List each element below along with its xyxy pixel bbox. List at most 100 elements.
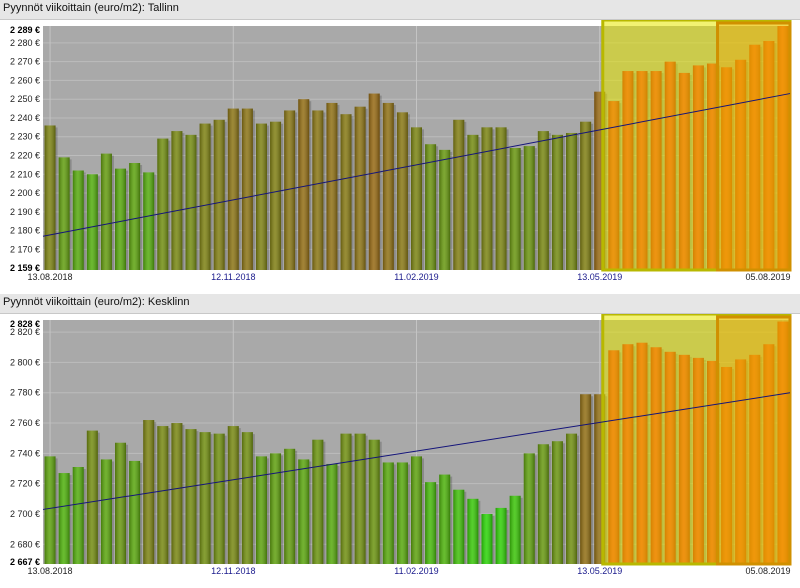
bar-shade — [129, 163, 141, 270]
y-tick-label: 2 720 € — [10, 479, 40, 489]
chart-panel-kesklinn: Pyynnöt viikoittain (euro/m2): Kesklinn … — [0, 294, 800, 588]
y-min-label: 2 667 € — [10, 557, 40, 567]
bar-shade — [86, 430, 98, 564]
y-tick-label: 2 740 € — [10, 448, 40, 458]
x-tick-label: 05.08.2019 — [745, 272, 790, 282]
bar-shade — [255, 123, 267, 270]
bar-shade — [453, 489, 465, 564]
chart-title: Pyynnöt viikoittain (euro/m2): Kesklinn — [0, 294, 800, 314]
y-tick-label: 2 680 € — [10, 539, 40, 549]
bar-shade — [270, 453, 282, 564]
bar-chart-kesklinn: 2 680 € 2 700 € 2 720 € 2 740 € 2 760 € 2 780… — [10, 314, 792, 576]
x-tick-label: 11.02.2019 — [394, 272, 438, 282]
bar-shade — [411, 127, 422, 270]
x-tick-label: 13.05.2019 — [577, 566, 622, 576]
highlight-range-recent — [716, 21, 792, 272]
bar-shade — [157, 138, 169, 270]
y-tick-label: 2 250 € — [10, 94, 40, 104]
bar-shade — [509, 495, 521, 564]
y-tick-label: 2 210 € — [10, 169, 40, 179]
bar-shade — [72, 467, 84, 564]
bar-shade — [298, 459, 310, 564]
bar-shade — [298, 99, 310, 270]
bar-shade — [143, 420, 155, 564]
bar-shade — [213, 433, 225, 564]
bar-shade — [44, 125, 56, 270]
bar-shade — [115, 168, 127, 270]
bar-shade — [227, 108, 239, 270]
bar-shade — [354, 106, 366, 270]
x-tick-label: 13.08.2018 — [28, 566, 73, 576]
trend-line — [42, 392, 791, 510]
bar-shade — [44, 456, 56, 564]
bar-shade — [199, 123, 211, 270]
bar-shade — [86, 174, 98, 270]
x-tick-label: 13.05.2019 — [577, 272, 622, 282]
bar-shade — [354, 433, 366, 564]
y-tick-label: 2 270 € — [10, 57, 40, 67]
bar-shade — [467, 134, 479, 270]
bar-shade — [594, 91, 606, 270]
bar-shade — [439, 149, 451, 270]
bar-shade — [453, 119, 465, 270]
bar-shade — [171, 423, 183, 564]
y-tick-label: 2 700 € — [10, 509, 40, 519]
bar-shade — [580, 121, 592, 270]
bar-shade — [467, 498, 479, 564]
y-tick-label: 2 180 € — [10, 226, 40, 236]
bar-shade — [537, 131, 549, 270]
y-tick-label: 2 280 € — [10, 38, 40, 48]
bar-shade — [312, 439, 324, 564]
bar-shade — [495, 507, 507, 564]
bar-shade — [100, 459, 112, 564]
x-tick-label: 12.11.2018 — [211, 272, 255, 282]
bar-shade — [213, 119, 225, 270]
bar-shade — [157, 426, 169, 564]
bar-shade — [340, 114, 352, 270]
bar-shade — [312, 110, 324, 270]
y-tick-label: 2 820 € — [10, 327, 40, 337]
bar-shade — [396, 462, 408, 564]
bar-shade — [481, 513, 493, 564]
chart-panel-tallinn: Pyynnöt viikoittain (euro/m2): Tallinn 2… — [0, 0, 800, 282]
bar-shade — [326, 102, 338, 270]
bar-shade — [551, 134, 563, 270]
bar-shade — [566, 433, 578, 564]
bar-shade — [368, 93, 380, 270]
bar-shade — [143, 172, 155, 270]
bar-shade — [340, 433, 352, 564]
bar-shade — [523, 453, 535, 564]
bar-shade — [171, 131, 183, 270]
bar-shade — [495, 127, 507, 270]
bar-shade — [537, 444, 549, 564]
bar-shade — [284, 448, 296, 564]
highlight-range — [601, 314, 792, 566]
y-tick-label: 2 190 € — [10, 207, 40, 217]
y-tick-label: 2 260 € — [10, 75, 40, 85]
bar-shade — [382, 462, 394, 564]
y-tick-label: 2 200 € — [10, 188, 40, 198]
y-max-label: 2 828 € — [10, 319, 40, 329]
bar-shade — [270, 121, 282, 270]
bar-shade — [580, 394, 592, 564]
bar-shade — [129, 460, 141, 564]
bar-shade — [284, 110, 296, 270]
y-tick-label: 2 170 € — [10, 244, 40, 254]
bar-shade — [509, 148, 521, 270]
bar-shade — [72, 170, 84, 270]
x-tick-label: 05.08.2019 — [745, 566, 790, 576]
bar-shade — [58, 157, 70, 270]
x-tick-label: 13.08.2018 — [28, 272, 73, 282]
y-tick-label: 2 760 € — [10, 418, 40, 428]
bar-shade — [551, 441, 563, 564]
bar-shade — [594, 394, 606, 564]
bar-shade — [382, 102, 394, 270]
bar-shade — [58, 473, 70, 564]
y-max-label: 2 289 € — [10, 25, 40, 35]
bar-shade — [241, 432, 253, 564]
bar-shade — [481, 127, 493, 270]
bar-chart-tallinn: 2 170 € 2 180 € 2 190 € 2 200 € 2 210 € 2 220… — [10, 20, 792, 282]
bar-shade — [185, 429, 197, 564]
y-min-label: 2 159 € — [10, 263, 40, 273]
bar-shade — [439, 474, 451, 564]
